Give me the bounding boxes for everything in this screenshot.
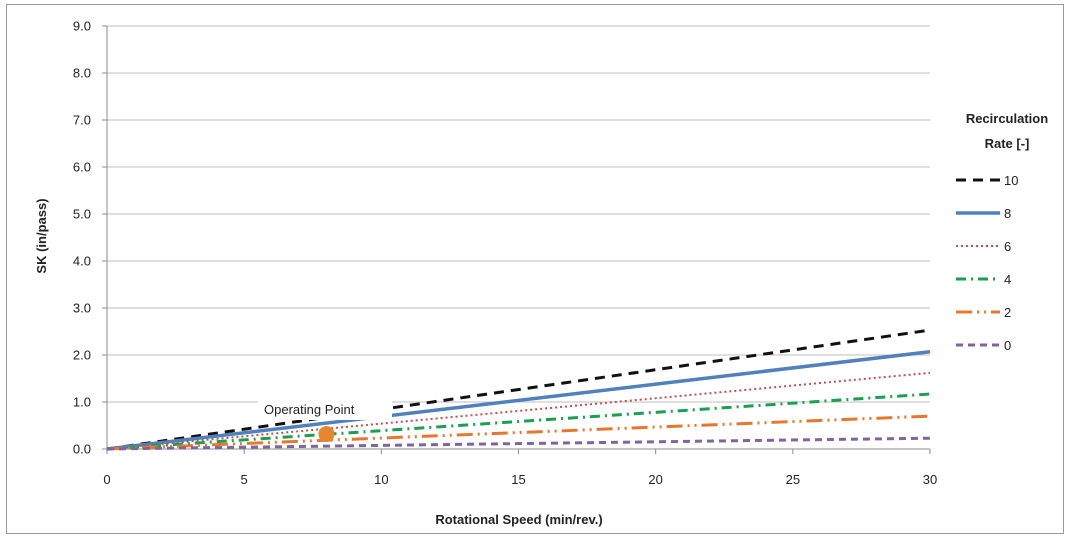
grid-layer — [107, 25, 930, 403]
x-tick-label: 5 — [241, 472, 248, 487]
y-tick-label: 1.0 — [73, 395, 91, 410]
series-line-8 — [106, 349, 931, 451]
x-tick-label: 15 — [511, 472, 525, 487]
series-line-10 — [106, 328, 931, 451]
series-line-4 — [106, 392, 931, 451]
x-tick-label: 0 — [103, 472, 110, 487]
series-line-6 — [106, 371, 931, 450]
axis-layer — [102, 25, 931, 454]
legend-label-0: 0 — [1004, 338, 1011, 353]
legend-title-line-2: Rate [-] — [985, 136, 1030, 151]
x-tick-label: 30 — [923, 472, 937, 487]
legend-label-2: 2 — [1004, 305, 1011, 320]
x-axis-title: Rotational Speed (min/rev.) — [435, 512, 602, 527]
legend-label-10: 10 — [1004, 173, 1018, 188]
y-tick-label: 2.0 — [73, 348, 91, 363]
x-tick-label: 10 — [374, 472, 388, 487]
series-line-0 — [106, 436, 931, 451]
legend-label-8: 8 — [1004, 206, 1011, 221]
x-tick-label: 25 — [786, 472, 800, 487]
y-axis-title: SK (in/pass) — [34, 198, 49, 273]
y-tick-label: 9.0 — [73, 19, 91, 34]
x-tick-label: 20 — [648, 472, 662, 487]
y-tick-label: 5.0 — [73, 207, 91, 222]
series-line-2 — [106, 414, 931, 451]
y-tick-label: 0.0 — [73, 442, 91, 457]
annotation-layer: Operating Point — [258, 398, 392, 442]
series-layer — [106, 328, 931, 451]
y-tick-label: 7.0 — [73, 113, 91, 128]
legend-label-4: 4 — [1004, 272, 1011, 287]
tick-labels: 0.0 1.0 2.0 3.0 4.0 5.0 6.0 7.0 8.0 9.0 0 5 10 15 20 25… — [73, 19, 937, 488]
y-tick-label: 4.0 — [73, 254, 91, 269]
operating-point-marker — [318, 425, 335, 442]
operating-point-label: Operating Point — [264, 402, 355, 417]
y-tick-label: 3.0 — [73, 301, 91, 316]
operating-point-label-bg — [258, 398, 392, 420]
legend-label-6: 6 — [1004, 239, 1011, 254]
y-tick-label: 6.0 — [73, 160, 91, 175]
y-tick-label: 8.0 — [73, 66, 91, 81]
legend-title-line-1: Recirculation — [966, 111, 1048, 126]
legend: Recirculation Rate [-] 10 8 6 4 2 0 — [956, 111, 1048, 353]
